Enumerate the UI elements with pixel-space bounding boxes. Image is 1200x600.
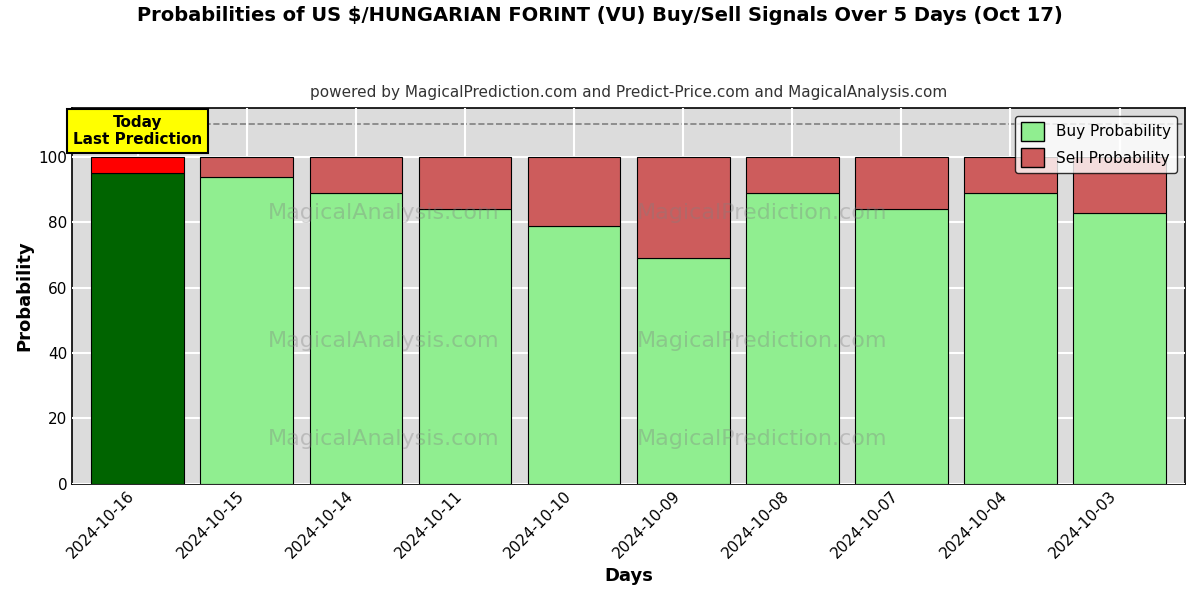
Bar [200, 157, 293, 176]
Bar [91, 157, 184, 173]
Bar [528, 157, 620, 226]
Legend: Buy Probability, Sell Probability: Buy Probability, Sell Probability [1015, 116, 1177, 173]
Bar [637, 259, 730, 484]
Bar [856, 209, 948, 484]
Bar [419, 209, 511, 484]
Title: powered by MagicalPrediction.com and Predict-Price.com and MagicalAnalysis.com: powered by MagicalPrediction.com and Pre… [310, 85, 947, 100]
Text: Today
Last Prediction: Today Last Prediction [73, 115, 203, 147]
Text: MagicalPrediction.com: MagicalPrediction.com [637, 331, 888, 351]
Bar [964, 157, 1057, 193]
Bar [310, 193, 402, 484]
Bar [1073, 212, 1166, 484]
Bar [200, 176, 293, 484]
Bar [310, 157, 402, 193]
X-axis label: Days: Days [605, 567, 653, 585]
Text: MagicalPrediction.com: MagicalPrediction.com [637, 203, 888, 223]
Y-axis label: Probability: Probability [14, 241, 34, 351]
Bar [964, 193, 1057, 484]
Bar [746, 157, 839, 193]
Bar [91, 173, 184, 484]
Text: Probabilities of US $/HUNGARIAN FORINT (VU) Buy/Sell Signals Over 5 Days (Oct 17: Probabilities of US $/HUNGARIAN FORINT (… [137, 6, 1063, 25]
Bar [1073, 157, 1166, 212]
Text: MagicalAnalysis.com: MagicalAnalysis.com [268, 428, 499, 449]
Bar [637, 157, 730, 259]
Bar [856, 157, 948, 209]
Text: MagicalAnalysis.com: MagicalAnalysis.com [268, 203, 499, 223]
Bar [746, 193, 839, 484]
Text: MagicalPrediction.com: MagicalPrediction.com [637, 428, 888, 449]
Text: MagicalAnalysis.com: MagicalAnalysis.com [268, 331, 499, 351]
Bar [528, 226, 620, 484]
Bar [419, 157, 511, 209]
